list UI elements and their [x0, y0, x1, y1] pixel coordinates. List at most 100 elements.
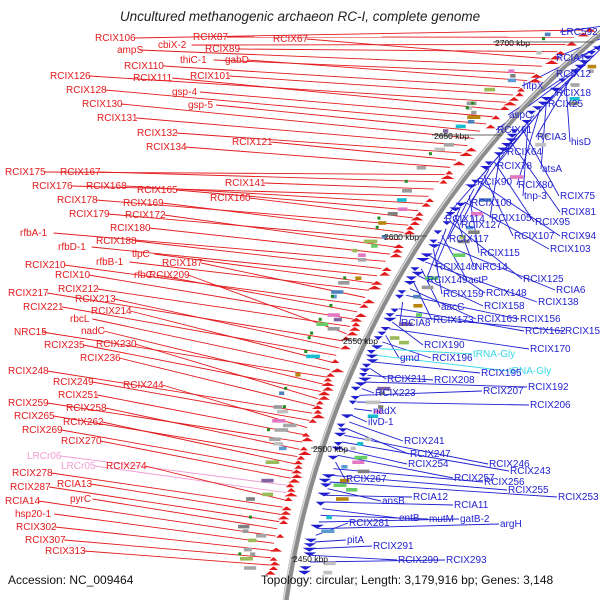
- gene-label-right: aacC: [441, 302, 464, 313]
- gene-label-right: nadX: [373, 406, 397, 417]
- gene-arrow-forward: [383, 317, 397, 322]
- gene-label-right: RCIA8: [401, 318, 431, 329]
- feature-block: [381, 235, 387, 239]
- gene-label-left: rfbB-1: [96, 257, 124, 268]
- gene-arrow-reverse: [371, 281, 383, 285]
- leader-line: [62, 306, 337, 356]
- gene-arrow-forward: [532, 106, 544, 110]
- gene-label-left: RCIX132: [137, 128, 178, 139]
- leader-lines: [38, 25, 600, 566]
- gene-arrow-reverse: [367, 285, 382, 290]
- gene-arrow-forward: [537, 101, 549, 106]
- leader-line: [84, 550, 270, 566]
- gene-label-right: RCIX18: [556, 88, 591, 99]
- gene-label-right: RCIX190: [424, 340, 465, 351]
- tick-dot: [465, 106, 469, 110]
- gene-label-left: RCIX67: [273, 34, 308, 45]
- gene-label-left: RCIX214: [91, 306, 132, 317]
- feature-block: [323, 561, 336, 566]
- leader-line: [129, 261, 370, 291]
- gene-label-left: RCIX10: [55, 270, 90, 281]
- gene-label-right: RCIX154: [565, 326, 600, 337]
- leader-line: [53, 232, 386, 262]
- gene-label-right: entB: [399, 513, 420, 524]
- feature-block: [468, 230, 480, 234]
- gene-arrow-reverse: [549, 55, 561, 60]
- gene-label-right: RCIA12: [413, 492, 448, 503]
- gene-label-left: gsp-4: [172, 87, 197, 98]
- gene-arrow-forward: [455, 202, 467, 207]
- gene-arrow-forward: [416, 258, 431, 262]
- feature-block: [413, 304, 423, 308]
- gene-arrow-forward: [497, 147, 511, 152]
- gene-label-left: RCIX258: [66, 403, 107, 414]
- gene-arrow-reverse: [577, 32, 590, 37]
- leader-line: [114, 298, 340, 349]
- gene-arrow-forward: [397, 290, 407, 294]
- feature-block: [535, 143, 547, 147]
- tick-dot: [318, 317, 322, 321]
- leader-line: [450, 221, 523, 280]
- gene-label-left: nadC: [81, 326, 105, 337]
- gene-label-right: RCIX246: [489, 459, 530, 470]
- feature-block: [470, 212, 483, 216]
- gene-label-left: RCIX209: [149, 270, 190, 281]
- leader-line: [102, 421, 296, 465]
- leader-line: [47, 370, 313, 414]
- gene-arrow-forward: [350, 386, 361, 391]
- feature-block: [350, 446, 356, 451]
- gene-label-left: RCIX175: [5, 167, 46, 178]
- gene-arrow-forward: [385, 313, 395, 317]
- leader-line: [149, 227, 391, 255]
- leader-line: [399, 301, 404, 324]
- leader-line: [559, 25, 600, 33]
- leader-line: [92, 318, 330, 371]
- gene-arrow-reverse: [268, 566, 279, 570]
- gene-arrow-reverse: [346, 331, 359, 336]
- gene-arrow-forward: [361, 363, 372, 368]
- gene-arrow-reverse: [311, 405, 324, 409]
- leader-line: [176, 189, 419, 212]
- gene-arrow-reverse: [341, 336, 351, 340]
- tick-dot: [238, 552, 242, 556]
- gene-arrow-forward: [395, 294, 404, 299]
- gene-arrow-reverse: [530, 74, 543, 78]
- leader-line: [367, 374, 434, 381]
- gene-arrow-forward: [471, 179, 480, 184]
- gene-arrow-forward: [578, 60, 591, 64]
- gene-label-left: RCIX262: [63, 417, 104, 428]
- leader-line: [409, 288, 477, 320]
- leader-line: [238, 48, 558, 53]
- feature-block: [457, 239, 470, 244]
- gene-label-right: RCIX148: [486, 288, 527, 299]
- gene-arrow-forward: [449, 207, 462, 212]
- gene-label-left: rfbA-1: [20, 228, 48, 239]
- feature-block: [331, 294, 337, 299]
- leader-line: [41, 331, 327, 378]
- feature-block: [321, 529, 335, 533]
- tick-dot: [248, 515, 252, 519]
- gene-label-right: RCIX254: [408, 459, 449, 470]
- feature-block: [326, 515, 332, 520]
- gene-arrow-reverse: [406, 225, 415, 230]
- gene-label-left: RCIX265: [14, 411, 55, 422]
- leader-line: [385, 335, 400, 359]
- gene-arrow-reverse: [299, 446, 308, 451]
- feature-block: [331, 290, 344, 294]
- gene-arrow-reverse: [315, 400, 324, 405]
- feature-block: [484, 87, 496, 92]
- gene-label-left: RCIX141: [225, 178, 266, 189]
- gene-label-right: RCIX127: [461, 220, 502, 231]
- gene-arrow-reverse: [544, 60, 559, 64]
- gene-label-right: RCIX75: [560, 191, 595, 202]
- leader-line: [406, 294, 520, 320]
- gene-label-right: RCIA1: [556, 53, 586, 64]
- gene-label-left: rbcL: [70, 314, 90, 325]
- feature-block: [399, 322, 413, 326]
- gene-label-right: gatB-2: [460, 514, 490, 525]
- feature-block: [279, 391, 285, 395]
- gene-label-left: LRCr06: [27, 451, 62, 462]
- leader-line: [164, 214, 395, 248]
- leader-line: [271, 141, 456, 161]
- leader-line: [425, 261, 538, 303]
